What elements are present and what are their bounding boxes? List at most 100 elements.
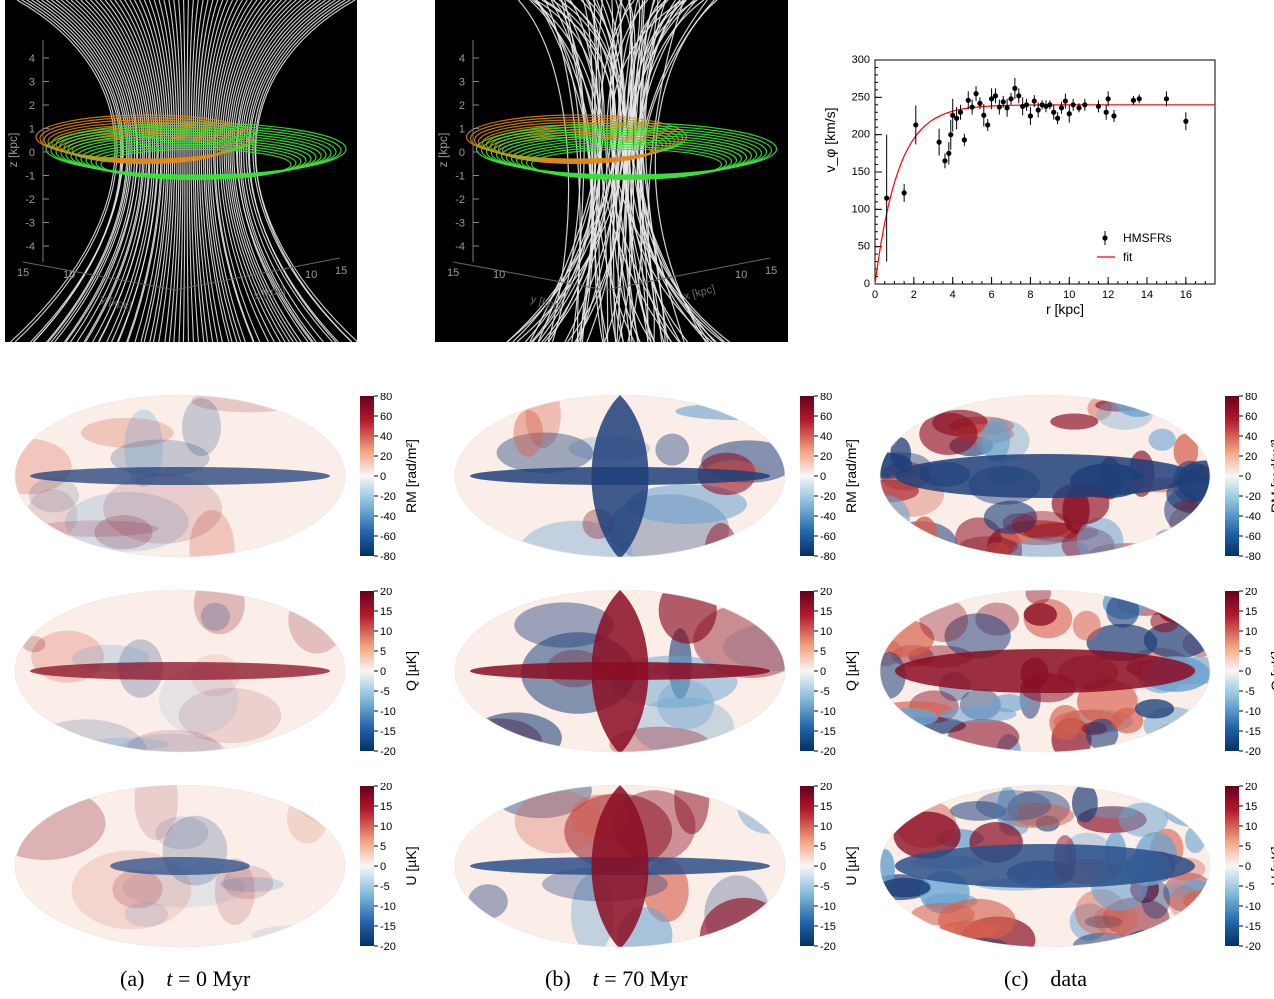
legend: HMSFRs fit <box>1097 231 1172 264</box>
colorbar-tick-label: 80 <box>380 393 392 403</box>
colorbar-tick-label: -5 <box>380 881 390 893</box>
map-blob <box>1154 785 1210 812</box>
map-blob <box>880 417 900 449</box>
map-blob <box>944 613 1011 659</box>
field-line <box>143 0 170 343</box>
colorbar-tick-label: 15 <box>820 801 832 813</box>
map-blob <box>84 737 169 751</box>
map-blob <box>513 410 544 458</box>
data-point <box>1130 97 1136 103</box>
colorbar-tick-label: 10 <box>1245 626 1257 638</box>
caption-c: (c) data <box>1004 966 1088 991</box>
data-point <box>1105 96 1111 102</box>
field-line <box>548 0 617 343</box>
map-blob <box>28 477 79 513</box>
data-point <box>1055 115 1061 121</box>
map-blob <box>939 705 1017 723</box>
map-RM-b: 80 60 40 20 0 -20 -40 -60 -80 RM [rad/m²] <box>454 393 859 563</box>
colorbar-tick-label: 60 <box>820 411 832 423</box>
z-tick-label: 3 <box>459 77 465 89</box>
map-outline <box>14 589 346 753</box>
map-blob <box>883 794 915 825</box>
colorbar-tick-label: 0 <box>820 666 826 678</box>
map-blob <box>893 811 961 859</box>
galactic-plane-band <box>895 649 1195 693</box>
field-line <box>606 0 680 343</box>
field-line <box>544 0 608 343</box>
map-fill <box>455 395 785 557</box>
field-lines-panel-a: 4 3 2 1 0 -1 -2 -3 -4 z [kpc] 15 10 10 15 y [kpc] x [kp… <box>5 0 358 343</box>
z-tick-label: -1 <box>455 171 465 183</box>
data-point <box>1027 113 1034 119</box>
map-blob <box>125 729 223 752</box>
field-line <box>221 0 275 343</box>
field-line <box>14 0 118 343</box>
field-line <box>611 0 617 343</box>
green-ring <box>530 148 723 180</box>
map-blob <box>1171 590 1210 616</box>
field-line <box>634 0 687 343</box>
map-blob <box>1155 529 1184 544</box>
x-tick-label: 12 <box>1102 289 1114 301</box>
map-U-c: 20 15 10 5 0 -5 -10 -15 -20 U [µK] <box>879 783 1274 953</box>
legend-label-fit: fit <box>1123 250 1133 264</box>
disk-field-rings <box>465 114 778 180</box>
colorbar-tick-label: 5 <box>1245 841 1251 853</box>
colorbar-tick-label: 0 <box>1245 471 1251 483</box>
x-tick-label: 16 <box>1180 289 1192 301</box>
z-tick-label: -4 <box>455 241 465 253</box>
map-blob <box>996 786 1019 834</box>
data-point <box>954 115 960 121</box>
colorbar-tick-label: 15 <box>1245 606 1257 618</box>
field-line <box>10 0 116 343</box>
map-blob <box>1173 433 1199 469</box>
field-line <box>564 0 594 343</box>
colorbar <box>800 396 814 556</box>
x-tick-label: 2 <box>911 289 917 301</box>
colorbar-label: U [µK] <box>843 846 859 885</box>
map-blob <box>880 590 911 626</box>
colorbar-tick-label: 0 <box>380 861 386 873</box>
colorbar-tick-label: 60 <box>1245 411 1257 423</box>
colorbar-tick-label: 40 <box>820 431 832 443</box>
colorbar-label: Q [µK] <box>1268 651 1274 691</box>
colorbar-tick-label: 20 <box>820 783 832 793</box>
data-point <box>1004 105 1010 111</box>
map-blob <box>121 867 245 908</box>
colorbar-tick-label: -60 <box>380 531 396 543</box>
field-line <box>610 0 726 343</box>
field-line <box>579 0 615 343</box>
central-lobe <box>591 395 649 557</box>
colorbar-tick-label: -20 <box>1245 941 1261 953</box>
colorbar-tick-label: 5 <box>1245 646 1251 658</box>
map-blob <box>1023 603 1058 626</box>
map-blob <box>880 849 895 889</box>
z-tick-label: -2 <box>25 194 35 206</box>
field-line <box>192 0 205 343</box>
colorbar-tick-label: 5 <box>820 646 826 658</box>
map-blob <box>977 419 1030 462</box>
data-point <box>936 139 942 145</box>
colorbar <box>800 591 814 751</box>
colorbar-label: Q [µK] <box>403 651 419 691</box>
y-tick-label: 100 <box>852 203 870 215</box>
colorbar-tick-label: -15 <box>380 921 396 933</box>
field-line <box>200 0 224 343</box>
field-line <box>54 0 133 343</box>
x-axis-label: x [kpc] <box>253 283 287 303</box>
map-blob <box>626 484 748 524</box>
field-line <box>236 0 313 343</box>
colorbar-label: RM [rad/m²] <box>403 439 419 513</box>
data-point <box>965 97 971 103</box>
map-fill <box>880 395 1210 557</box>
map-blob <box>884 395 933 414</box>
colorbar <box>360 786 374 946</box>
map-blob <box>103 473 223 544</box>
y-tick-label: 300 <box>852 54 870 66</box>
colorbar-tick-label: 15 <box>1245 801 1257 813</box>
field-line <box>116 0 159 343</box>
colorbar-tick-label: 0 <box>820 471 826 483</box>
map-blob <box>178 687 282 744</box>
z-tick-label: 1 <box>459 124 465 136</box>
